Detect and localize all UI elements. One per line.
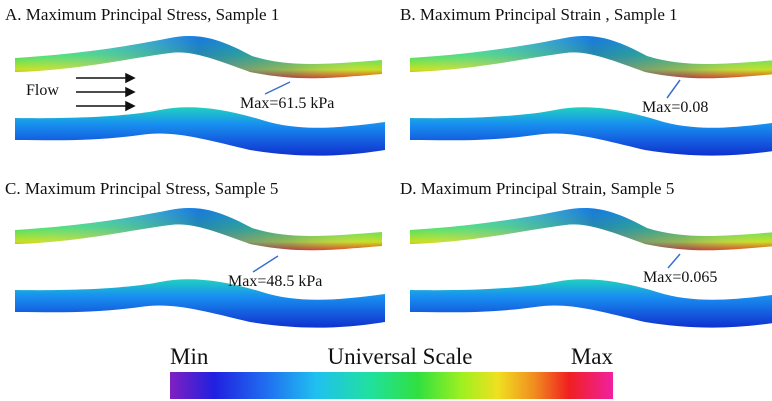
panel-title: D. Maximum Principal Strain, Sample 5 — [400, 179, 674, 198]
panel-title: A. Maximum Principal Stress, Sample 1 — [5, 5, 279, 24]
panel-title: B. Maximum Principal Strain , Sample 1 — [400, 5, 678, 24]
vessel-wall-upper-shade — [410, 36, 772, 78]
max-pointer — [667, 80, 680, 98]
vessel-wall-lower — [15, 279, 385, 327]
vessel-wall-lower — [410, 279, 772, 327]
color-bar — [170, 372, 613, 399]
figure: Flow Min Universal Scale Max A. Maximum … — [0, 0, 772, 401]
max-annotation: Max=0.065 — [643, 269, 717, 286]
vessel-wall-lower — [410, 107, 772, 155]
max-annotation: Max=61.5 kPa — [240, 95, 334, 112]
max-pointer — [668, 254, 680, 268]
max-pointer — [265, 82, 290, 94]
flow-arrows — [76, 74, 134, 110]
panel-title: C. Maximum Principal Stress, Sample 5 — [5, 179, 278, 198]
flow-label: Flow — [26, 82, 59, 99]
scale-max: Max — [571, 344, 614, 369]
max-annotation: Max=48.5 kPa — [228, 273, 322, 290]
max-annotation: Max=0.08 — [642, 99, 708, 116]
vessel-wall-lower — [15, 107, 385, 155]
scale-min: Min — [170, 344, 209, 369]
scale-title: Universal Scale — [328, 344, 473, 369]
vessel-wall-upper-shade — [15, 36, 382, 78]
vessel-wall-upper-shade — [15, 208, 382, 250]
max-pointer — [253, 256, 278, 272]
vessel-wall-upper-shade — [410, 208, 772, 250]
